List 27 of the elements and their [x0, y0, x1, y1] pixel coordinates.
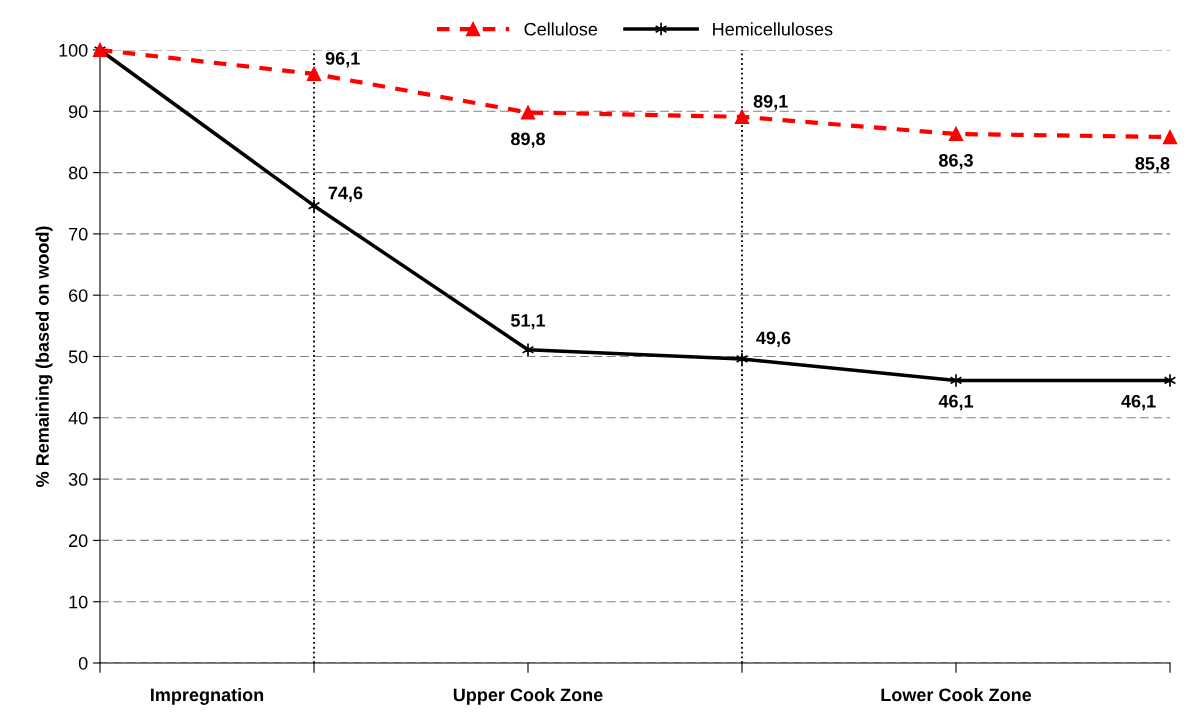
data-label: 46,1: [938, 394, 974, 411]
legend-label: Hemicelluloses: [713, 22, 833, 36]
text: Impregnation: [151, 688, 264, 705]
y-tick-label: 50: [68, 350, 88, 364]
legend-label: Cellulose: [524, 22, 598, 36]
y-tick-label: 30: [68, 473, 88, 486]
y-axis-title: % Remaining (based on wood): [35, 226, 53, 487]
y-tick-label: 10: [69, 595, 88, 609]
data-label: 89,8: [511, 132, 546, 148]
data-label: 86,3: [939, 153, 973, 170]
data-label: 49,6: [756, 331, 791, 347]
y-tick-label: 20: [69, 534, 88, 548]
data-label: 51,1: [510, 314, 546, 330]
data-label: 46,1: [1121, 394, 1156, 411]
y-tick-label: 70: [69, 227, 88, 241]
data-label: 89,1: [753, 94, 788, 111]
data-label: 85,8: [1135, 156, 1170, 173]
y-tick-label: 40: [68, 411, 88, 425]
y-tick-label: 60: [69, 289, 88, 302]
y-tick-label: 90: [68, 105, 88, 119]
text: Upper Cook Zone: [453, 688, 603, 705]
y-tick-label: 100: [59, 43, 88, 57]
y-tick-label: 0: [78, 656, 88, 670]
data-label: 74,6: [328, 186, 363, 202]
y-tick-label: 80: [68, 166, 88, 180]
data-label: 96,1: [325, 52, 360, 68]
text: Lower Cook Zone: [881, 688, 1032, 702]
